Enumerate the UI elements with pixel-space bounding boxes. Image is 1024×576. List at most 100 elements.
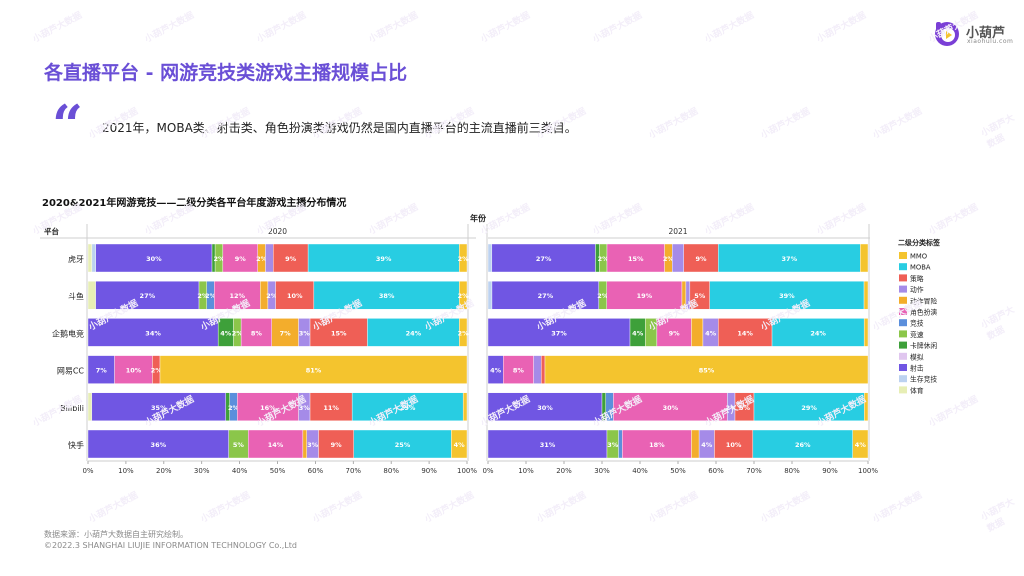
bar-data-label: 15% [331, 329, 347, 337]
bar-segment [606, 243, 665, 273]
x-tick-label: 80% [383, 467, 399, 475]
bar-data-label: 30% [146, 255, 162, 263]
bar-data-label: 4% [632, 329, 644, 337]
legend-title: 二级分类标签 [898, 238, 941, 247]
platform-label: 企鹅电竞 [52, 328, 84, 338]
page-title: 各直播平台 - 网游竞技类游戏主播规模占比 [44, 62, 408, 84]
bar-data-label: 5% [739, 404, 751, 412]
legend-label: MOBA [910, 264, 931, 272]
bar-data-label: 2% [458, 255, 470, 263]
bar-data-label: 27% [538, 292, 554, 300]
x-tick-label: 50% [270, 467, 286, 475]
bar-data-label: 4% [454, 441, 466, 449]
bar-segment [353, 429, 452, 459]
bar-segment [309, 392, 353, 421]
legend-swatch [899, 274, 907, 282]
bar-data-label: 3% [299, 329, 311, 337]
bar-segment [672, 243, 684, 273]
data-source: 数据来源：小葫芦大数据自主研究绘制。 [44, 530, 188, 539]
bar-data-label: 2% [726, 404, 738, 412]
bar-data-label: 2% [458, 329, 470, 337]
x-tick-label: 100% [858, 467, 878, 475]
bar-data-label: 7% [280, 329, 292, 337]
bar-segment [95, 243, 213, 273]
bar-segment [87, 355, 115, 384]
x-tick-label: 30% [594, 467, 610, 475]
x-tick-label: 90% [822, 467, 838, 475]
bar-segment [87, 429, 229, 459]
legend-swatch [899, 263, 907, 271]
bar-data-label: 30% [537, 404, 553, 412]
bar-data-label: 14% [268, 441, 284, 449]
bar-segment [114, 355, 153, 384]
bar-segment [503, 355, 534, 384]
bar-segment [752, 429, 853, 459]
x-tick-label: 60% [308, 467, 324, 475]
bar-data-label: 9% [285, 255, 297, 263]
bar-segment [645, 318, 658, 347]
chart-title: 2020&2021年网游竞技——二级分类各平台年度游戏主播分布情况 [42, 198, 347, 209]
bar-segment [273, 243, 309, 273]
bar-segment [459, 318, 468, 347]
quote-mark-icon: “ [52, 93, 84, 157]
bar-data-label: 85% [699, 367, 715, 375]
bar-data-label: 2% [205, 292, 217, 300]
bar-segment [87, 243, 93, 273]
legend-label: 角色扮演 [910, 308, 937, 317]
bar-segment [271, 318, 299, 347]
bar-segment [487, 429, 608, 459]
bar-segment [265, 243, 274, 273]
bar-data-label: 35% [151, 404, 167, 412]
gourd-logo-icon [935, 22, 959, 46]
bar-segment [491, 243, 596, 273]
bar-data-label: 18% [649, 441, 665, 449]
legend-swatch [899, 386, 907, 394]
bar-data-label: 9% [669, 329, 681, 337]
bar-data-label: 11% [323, 404, 339, 412]
bar-segment [87, 281, 96, 310]
bar-data-label: 2% [213, 255, 225, 263]
facet-label: 年份 [470, 213, 487, 223]
legend-label: 生存竞技 [910, 375, 937, 384]
bar-segment [462, 392, 468, 421]
bar-data-label: 25% [395, 441, 411, 449]
legend-swatch [899, 285, 907, 293]
bar-data-label: 3% [607, 441, 619, 449]
bar-data-label: 3% [307, 441, 319, 449]
x-tick-label: 0% [82, 467, 93, 475]
bar-data-label: 24% [810, 329, 826, 337]
legend-label: 策略 [910, 274, 924, 283]
legend-swatch [899, 375, 907, 383]
page-subtitle: 2021年，MOBA类、射击类、角色扮演类游戏仍然是国内直播平台的主流直播前三类… [102, 121, 577, 135]
bar-data-label: 3% [299, 404, 311, 412]
bar-segment [91, 243, 96, 273]
bar-segment [214, 281, 261, 310]
bar-data-label: 31% [540, 441, 556, 449]
bar-segment [487, 243, 493, 273]
bar-segment [309, 318, 368, 347]
bar-segment [601, 392, 606, 421]
bar-data-label: 7% [96, 367, 108, 375]
bar-segment [459, 243, 468, 273]
bar-data-label: 8% [251, 329, 263, 337]
platform-label: 网易CC [57, 367, 85, 376]
bar-data-label: 5% [694, 292, 706, 300]
bar-segment [860, 243, 869, 273]
bar-segment [863, 318, 869, 347]
legend-label: 竞速 [910, 330, 924, 339]
bar-data-label: 10% [126, 367, 142, 375]
legend-swatch [899, 308, 907, 315]
bar-segment [683, 243, 719, 273]
x-tick-label: 10% [518, 467, 534, 475]
bar-data-label: 8% [513, 367, 525, 375]
bar-data-label: 2% [256, 255, 268, 263]
bar-data-label: 2% [458, 292, 470, 300]
bar-data-label: 2% [266, 292, 278, 300]
legend-swatch [899, 341, 907, 349]
platform-label: 虎牙 [68, 254, 84, 264]
bar-data-label: 9% [696, 255, 708, 263]
bar-segment [159, 355, 468, 384]
x-tick-label: 10% [118, 467, 134, 475]
legend-label: 体育 [910, 386, 924, 395]
